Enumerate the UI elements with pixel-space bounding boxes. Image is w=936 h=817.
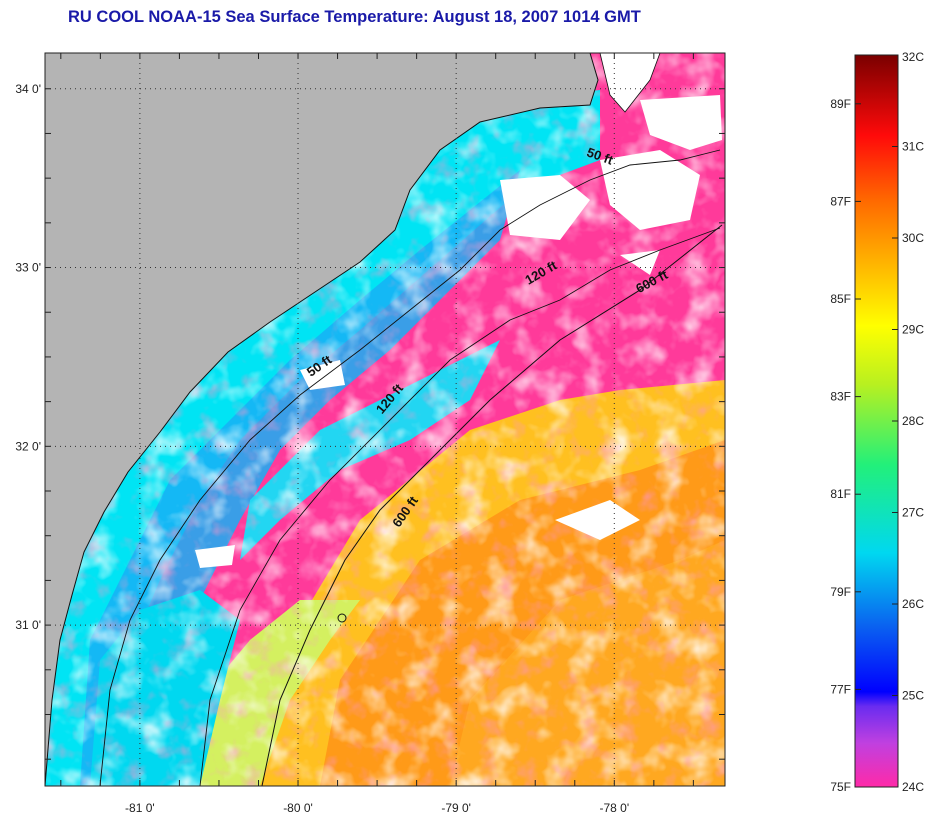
longitude-tick-label: -80 0': [283, 801, 313, 815]
colorbar-f-label: 81F: [830, 487, 851, 501]
colorbar-c-label: 30C: [902, 231, 924, 245]
colorbar-celsius-labels: 32C 31C 30C 29C 28C 27C 26C 25C 24C: [892, 50, 924, 794]
colorbar-gradient: [854, 54, 899, 788]
colorbar-c-label: 31C: [902, 140, 924, 154]
isobath-50ft: [99, 149, 721, 786]
colorbar-c-label: 26C: [902, 597, 924, 611]
map-title: RU COOL NOAA-15 Sea Surface Temperature:…: [68, 8, 641, 26]
longitude-tick-label: -78 0': [599, 801, 629, 815]
colorbar-f-label: 77F: [830, 682, 851, 696]
colorbar-f-label: 75F: [830, 780, 851, 794]
colorbar-f-label: 85F: [830, 292, 851, 306]
land-mass: [45, 53, 599, 786]
longitude-tick-label: -79 0': [441, 801, 471, 815]
latitude-tick-label: 31 0': [15, 618, 41, 632]
colorbar-f-label: 83F: [830, 390, 851, 404]
colorbar-fahrenheit-labels: 89F 87F 85F 83F 81F 79F 77F 75F: [830, 97, 861, 794]
northern-land-strip: [599, 53, 661, 113]
colorbar-c-label: 28C: [902, 414, 924, 428]
latitude-tick-label: 34 0': [15, 82, 41, 96]
map-frame: [44, 52, 726, 787]
latitude-tick-label: 32 0': [15, 439, 41, 453]
colorbar-f-label: 89F: [830, 97, 851, 111]
isobath-600ft: [261, 224, 723, 786]
colorbar-f-label: 79F: [830, 585, 851, 599]
colorbar-c-label: 32C: [902, 50, 924, 64]
colorbar-c-label: 27C: [902, 506, 924, 520]
latitude-tick-label: 33 0': [15, 261, 41, 275]
colorbar-c-label: 24C: [902, 780, 924, 794]
colorbar-c-label: 29C: [902, 323, 924, 337]
colorbar-f-label: 87F: [830, 194, 851, 208]
seamount-marker: [337, 613, 347, 623]
graticule: 34 0' 33 0' 32 0' 31 0' -81 0' -80 0' -79 0' -7…: [15, 53, 725, 815]
longitude-tick-label: -81 0': [125, 801, 155, 815]
sst-image: [45, 53, 725, 786]
colorbar: 89F 87F 85F 83F 81F 79F 77F 75F 32C 31C 30C 29C 28C…: [830, 50, 924, 794]
colorbar-c-label: 25C: [902, 689, 924, 703]
